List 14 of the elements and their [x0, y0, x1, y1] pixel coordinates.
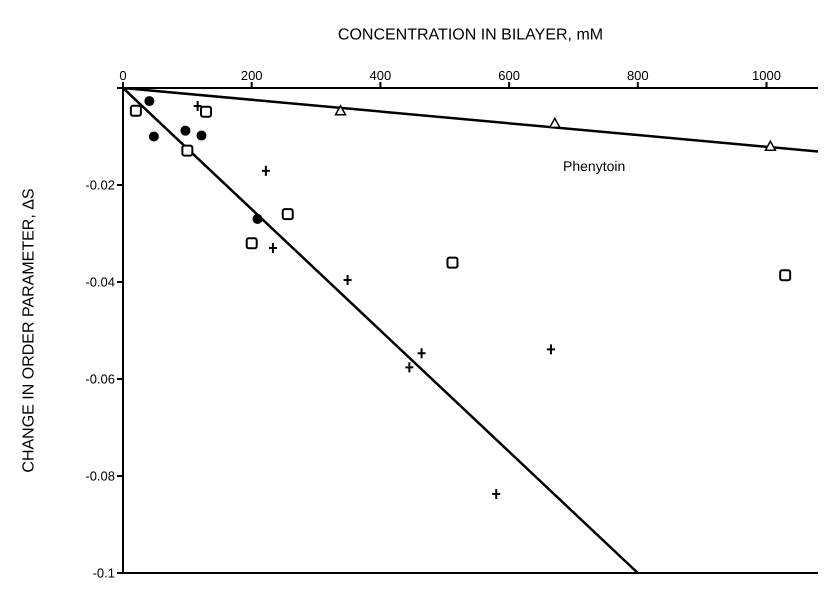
- x-tick-label: 0: [119, 68, 127, 83]
- x-tick-label: 600: [498, 68, 520, 83]
- y-axis-title: CHANGE IN ORDER PARAMETER, ΔS: [20, 188, 38, 473]
- x-tick-label: 800: [626, 68, 649, 83]
- y-tick-label: -0.08: [85, 468, 115, 484]
- y-tick-label: -0.1: [92, 566, 115, 581]
- y-tick-label: -0.02: [85, 178, 115, 193]
- y-tick-label: -0.06: [85, 372, 115, 387]
- annotation: Phenytoin: [563, 158, 626, 174]
- x-tick-label: 200: [240, 68, 263, 83]
- x-tick-label: 400: [370, 68, 392, 83]
- x-tick-label: 1000: [752, 68, 781, 83]
- x-axis-title: CONCENTRATION IN BILAYER, mM: [338, 26, 604, 44]
- y-tick-label: -0.04: [85, 274, 115, 290]
